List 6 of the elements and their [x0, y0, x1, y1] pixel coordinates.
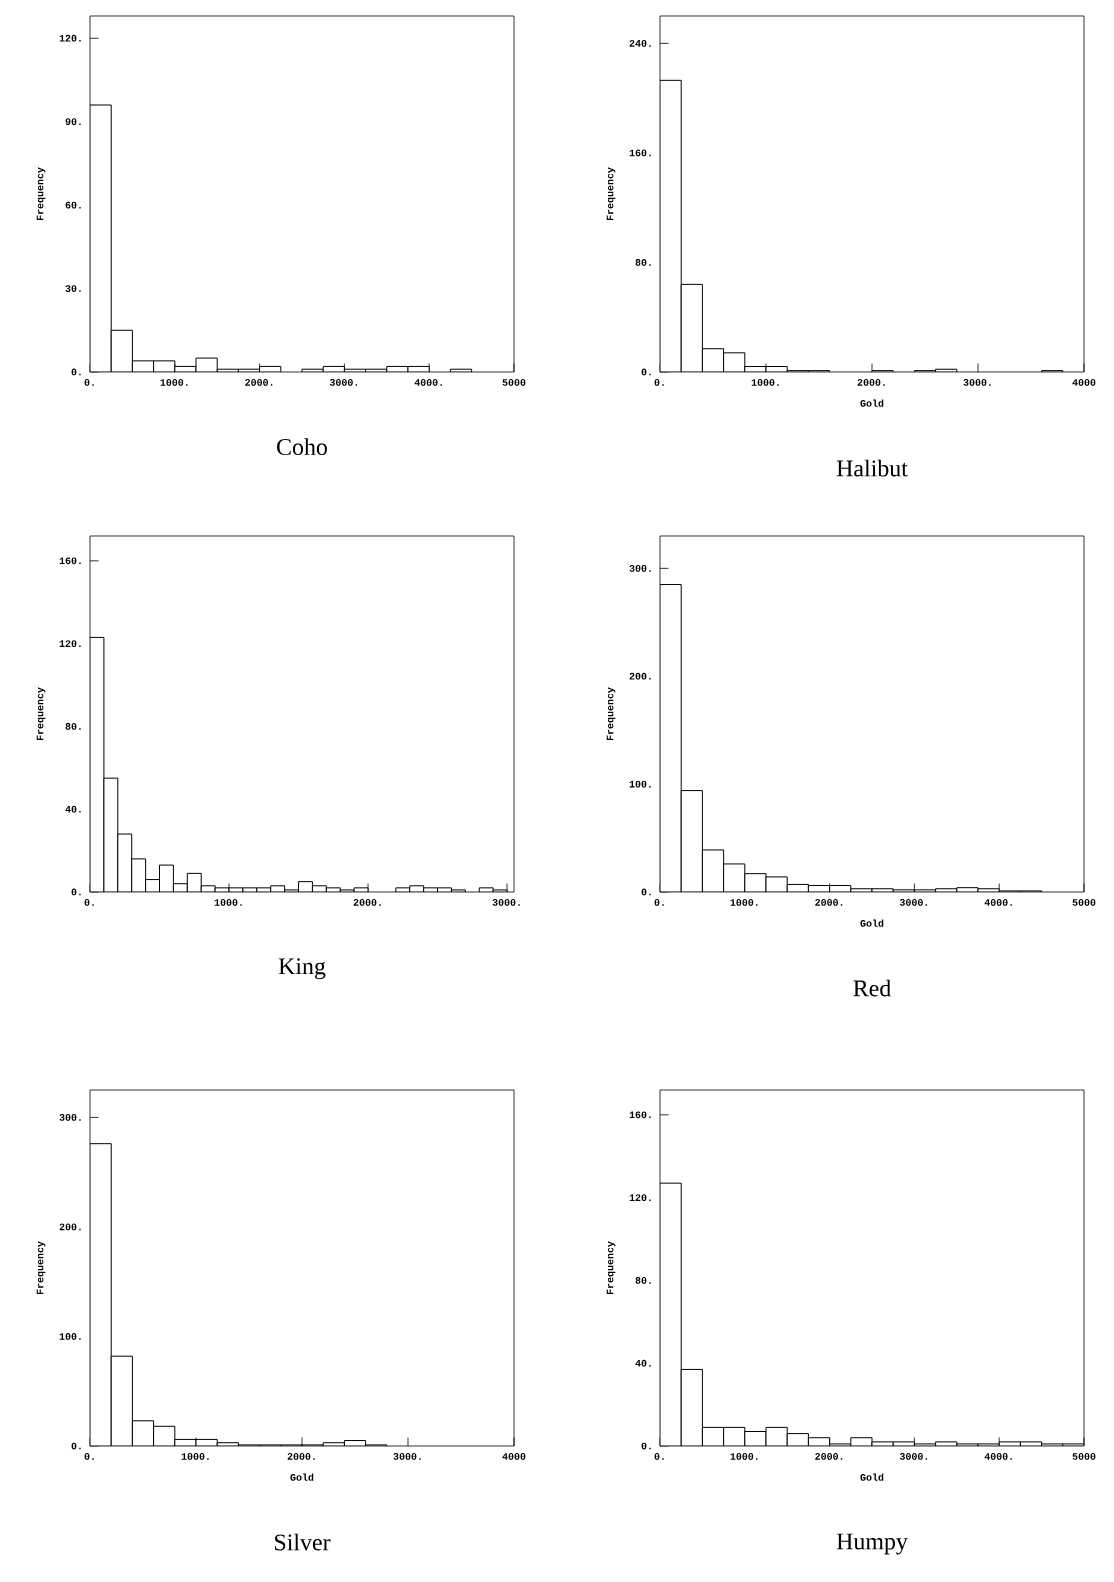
text: Red: [853, 979, 891, 997]
text: King: [278, 958, 326, 980]
text: Coho: [277, 438, 327, 456]
text: Halibut: [836, 459, 908, 477]
text: Humpy: [836, 1533, 908, 1555]
text: Silver: [275, 1533, 331, 1551]
